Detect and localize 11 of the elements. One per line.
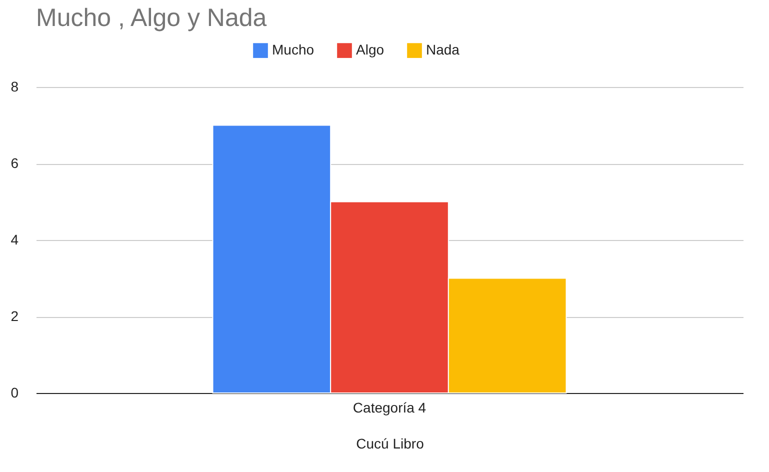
- y-tick-label: 2: [10, 308, 19, 324]
- legend-label: Mucho: [272, 42, 314, 58]
- x-tick-label: Categoría 4: [352, 400, 426, 416]
- legend-label: Algo: [356, 42, 384, 58]
- y-tick-label: 8: [10, 78, 19, 94]
- chart-title: Mucho , Algo y Nada: [36, 4, 267, 32]
- x-axis-title: Cucú Libro: [356, 436, 424, 452]
- y-tick-label: 4: [10, 232, 19, 248]
- y-tick-label: 0: [10, 384, 19, 400]
- y-tick-label: 6: [10, 155, 19, 171]
- legend-label: Nada: [426, 42, 460, 58]
